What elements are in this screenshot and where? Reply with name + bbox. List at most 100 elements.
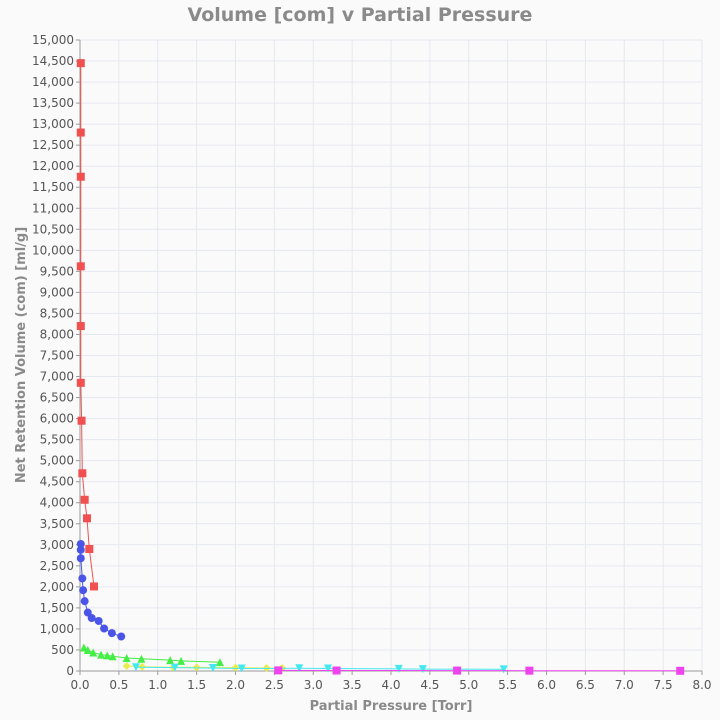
data-point	[177, 656, 186, 665]
y-tick-label: 5,000	[40, 454, 74, 468]
data-point	[418, 665, 427, 674]
y-tick-label: 10,000	[32, 243, 74, 257]
x-tick-label: 4.0	[381, 678, 400, 692]
series-2	[79, 643, 224, 667]
data-point	[295, 664, 304, 673]
data-point	[231, 663, 240, 672]
y-tick-label: 2,000	[40, 580, 74, 594]
y-tick-label: 500	[51, 643, 74, 657]
y-tick-label: 13,500	[32, 96, 74, 110]
data-point	[78, 469, 87, 478]
y-tick-label: 5,500	[40, 433, 74, 447]
y-tick-label: 6,000	[40, 412, 74, 426]
y-tick-label: 8,000	[40, 327, 74, 341]
y-tick-label: 11,000	[32, 201, 74, 215]
x-tick-label: 3.5	[343, 678, 362, 692]
series-line	[80, 63, 95, 587]
data-point	[76, 59, 85, 68]
series-5	[274, 666, 685, 675]
series-1	[76, 539, 126, 641]
data-point	[76, 322, 85, 331]
data-point	[76, 545, 85, 554]
data-point	[137, 654, 146, 663]
series-0	[76, 59, 98, 591]
data-point	[676, 666, 685, 675]
series-4	[131, 663, 508, 674]
y-tick-label: 7,000	[40, 370, 74, 384]
y-tick-label: 3,000	[40, 538, 74, 552]
x-axis-label: Partial Pressure [Torr]	[310, 699, 473, 714]
data-point	[103, 651, 112, 660]
data-point	[76, 128, 85, 137]
data-point	[166, 656, 175, 665]
x-tick-label: 5.0	[459, 678, 478, 692]
data-point	[85, 545, 94, 554]
data-point	[237, 664, 246, 673]
data-point	[324, 664, 333, 673]
y-tick-label: 4,500	[40, 475, 74, 489]
y-tick-label: 8,500	[40, 306, 74, 320]
y-tick-label: 10,500	[32, 222, 74, 236]
data-point	[76, 554, 85, 563]
x-tick-label: 4.5	[420, 678, 439, 692]
y-tick-label: 0	[66, 664, 74, 678]
data-point	[78, 574, 87, 583]
x-tick-label: 5.5	[498, 678, 517, 692]
x-tick-label: 2.0	[226, 678, 245, 692]
data-point	[215, 658, 224, 667]
data-point	[108, 652, 117, 661]
y-tick-label: 2,500	[40, 559, 74, 573]
x-tick-label: 1.0	[148, 678, 167, 692]
y-tick-label: 14,000	[32, 75, 74, 89]
x-tick-label: 0.5	[109, 678, 128, 692]
y-tick-label: 12,500	[32, 138, 74, 152]
data-point	[82, 514, 91, 523]
data-point	[76, 262, 85, 271]
grid-layer	[79, 39, 703, 672]
y-tick-label: 14,500	[32, 54, 74, 68]
chart-title: Volume [com] v Partial Pressure	[188, 4, 533, 26]
y-tick-label: 6,500	[40, 391, 74, 405]
y-tick-label: 9,000	[40, 285, 74, 299]
data-point	[79, 643, 88, 652]
series-layer	[76, 59, 685, 675]
data-point	[131, 663, 140, 672]
data-point	[122, 653, 131, 662]
y-tick-label: 3,500	[40, 517, 74, 531]
x-tick-label: 7.5	[654, 678, 673, 692]
x-tick-label: 0.0	[70, 678, 89, 692]
y-tick-label: 11,500	[32, 180, 74, 194]
data-point	[394, 664, 403, 673]
x-tick-label: 1.5	[187, 678, 206, 692]
data-point	[96, 650, 105, 659]
data-point	[80, 495, 89, 504]
x-tick-label: 2.5	[265, 678, 284, 692]
data-point	[208, 664, 217, 673]
y-tick-label: 12,000	[32, 159, 74, 173]
data-point	[274, 666, 283, 675]
data-point	[170, 663, 179, 672]
x-tick-label: 8.0	[692, 678, 711, 692]
y-tick-label: 4,000	[40, 496, 74, 510]
data-point	[332, 666, 341, 675]
data-point	[525, 666, 534, 675]
data-point	[453, 666, 462, 675]
data-point	[89, 648, 98, 657]
data-point	[83, 645, 92, 654]
data-point	[76, 539, 85, 548]
data-point	[76, 172, 85, 181]
x-tick-label: 3.0	[304, 678, 323, 692]
y-tick-label: 15,000	[32, 33, 74, 47]
data-point	[77, 416, 86, 425]
data-point	[107, 629, 116, 638]
data-point	[79, 586, 88, 595]
data-point	[94, 616, 103, 625]
y-tick-label: 1,500	[40, 601, 74, 615]
y-tick-label: 7,500	[40, 349, 74, 363]
y-tick-label: 1,000	[40, 622, 74, 636]
x-tick-label: 7.0	[615, 678, 634, 692]
data-point	[80, 597, 89, 606]
y-tick-label: 13,000	[32, 117, 74, 131]
data-point	[100, 624, 109, 633]
